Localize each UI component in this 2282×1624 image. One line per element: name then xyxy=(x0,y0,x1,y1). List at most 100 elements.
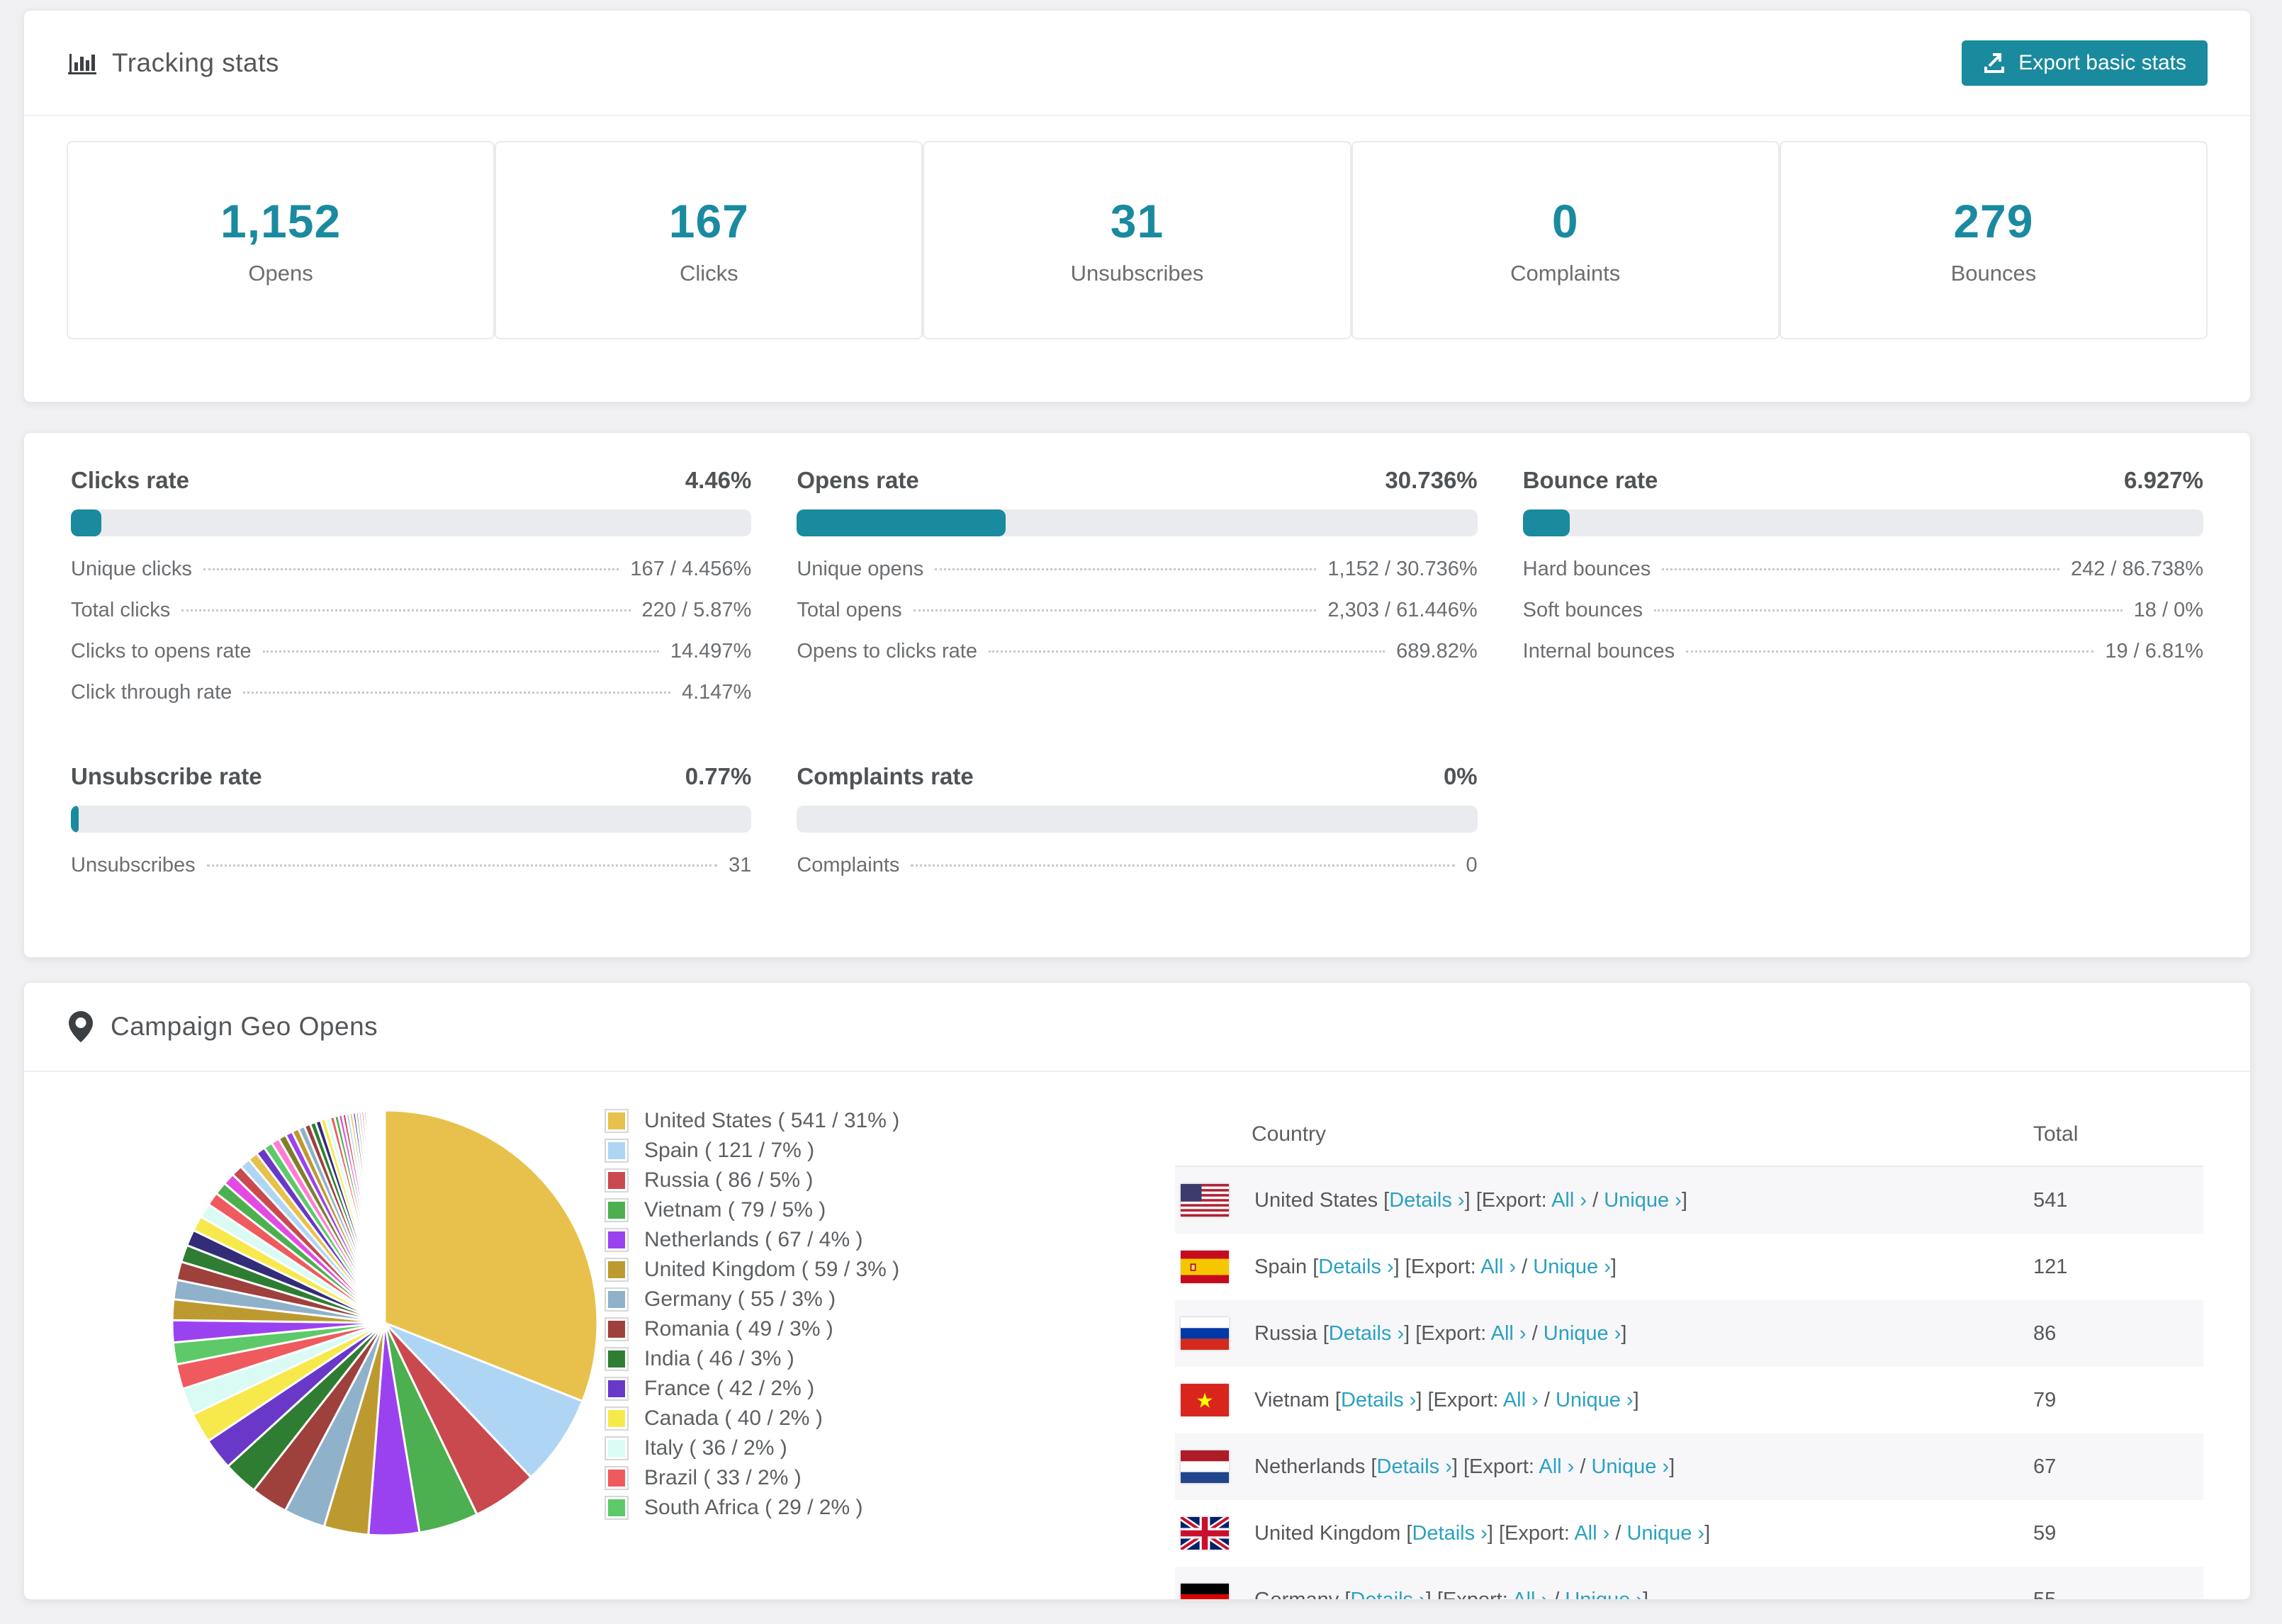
progress-fill xyxy=(71,509,101,536)
rate-block: Bounce rate 6.927% Hard bounces 242 / 86.73… xyxy=(1522,467,2203,722)
details-link[interactable]: Details › xyxy=(1376,1455,1452,1478)
metric-value: 220 / 5.87% xyxy=(641,599,752,621)
metric-label: Soft bounces xyxy=(1522,599,1643,621)
pie-slice[interactable] xyxy=(383,1321,584,1479)
export-unique-link[interactable]: Unique › xyxy=(1591,1455,1670,1478)
total-header-cell: Total xyxy=(2033,1122,2079,1146)
total-cell: 121 xyxy=(2033,1255,2068,1278)
legend-swatch xyxy=(605,1436,629,1460)
metric-row: Unsubscribes 31 xyxy=(71,854,751,895)
export-basic-stats-button[interactable]: Export basic stats xyxy=(1962,40,2208,86)
country-name: Netherlands [Details ›] [Export: All › /… xyxy=(1254,1455,1675,1478)
legend-item: United States ( 541 / 31% ) xyxy=(605,1106,1058,1136)
dotted-leader xyxy=(243,692,670,694)
geo-pie-chart[interactable] xyxy=(165,1103,605,1543)
metric-value: 0 xyxy=(1466,854,1478,876)
legend-item: France ( 42 / 2% ) xyxy=(605,1374,1058,1404)
dotted-leader xyxy=(1686,650,2094,653)
metric-value: 31 xyxy=(729,854,752,876)
details-link[interactable]: Details › xyxy=(1328,1321,1405,1345)
stats-row: 1,152 Opens 167 Clicks 31 Unsubscribes 0 Compla… xyxy=(67,141,2208,339)
total-cell: 59 xyxy=(2033,1521,2057,1545)
rate-title: Unsubscribe rate xyxy=(71,763,262,789)
metric-value: 18 / 0% xyxy=(2133,599,2203,621)
legend-item: Romania ( 49 / 3% ) xyxy=(605,1314,1058,1344)
country-flag-us xyxy=(1181,1184,1254,1217)
geo-opens-header: Campaign Geo Opens xyxy=(24,983,2250,1072)
metric-value: 1,152 / 30.736% xyxy=(1327,558,1478,580)
table-row: Germany [Details ›] [Export: All › / Uni… xyxy=(1175,1567,2203,1600)
legend-label: Brazil ( 33 / 2% ) xyxy=(644,1466,802,1489)
export-all-link[interactable]: All › xyxy=(1551,1188,1587,1212)
stat-label: Opens xyxy=(248,261,313,286)
details-link[interactable]: Details › xyxy=(1318,1255,1394,1278)
pie-slice[interactable] xyxy=(382,1109,386,1324)
country-cell: United Kingdom [Details ›] [Export: All … xyxy=(1175,1517,2033,1550)
stat-box: 279 Bounces xyxy=(1779,141,2208,339)
legend-label: Romania ( 49 / 3% ) xyxy=(644,1317,833,1341)
export-unique-link[interactable]: Unique › xyxy=(1543,1321,1621,1345)
metric-value: 2,303 / 61.446% xyxy=(1327,599,1478,621)
export-all-link[interactable]: All › xyxy=(1512,1588,1548,1600)
rates-card: Clicks rate 4.46% Unique clicks 167 / 4.456… xyxy=(23,432,2251,958)
export-all-link[interactable]: All › xyxy=(1490,1321,1527,1345)
geo-opens-title: Campaign Geo Opens xyxy=(111,1012,378,1041)
country-cell: Russia [Details ›] [Export: All › / Uniq… xyxy=(1175,1317,2033,1350)
export-unique-link[interactable]: Unique › xyxy=(1604,1188,1682,1212)
details-link[interactable]: Details › xyxy=(1389,1188,1465,1212)
rate-value: 6.927% xyxy=(2124,467,2203,493)
legend-item: Canada ( 40 / 2% ) xyxy=(605,1404,1058,1433)
export-unique-link[interactable]: Unique › xyxy=(1565,1588,1643,1600)
legend-swatch xyxy=(605,1139,629,1163)
export-unique-link[interactable]: Unique › xyxy=(1626,1521,1705,1545)
stat-box: 1,152 Opens xyxy=(67,141,495,339)
country-cell: Spain [Details ›] [Export: All › / Uniqu… xyxy=(1175,1251,2033,1283)
metric-row: Unique opens 1,152 / 30.736% xyxy=(797,558,1477,599)
metric-rows: Hard bounces 242 / 86.738% Soft bounces 18 … xyxy=(1523,558,2203,681)
metric-value: 167 / 4.456% xyxy=(630,558,752,580)
stat-label: Unsubscribes xyxy=(1070,261,1204,286)
legend-label: Germany ( 55 / 3% ) xyxy=(644,1287,836,1311)
metric-label: Hard bounces xyxy=(1522,558,1651,580)
export-all-link[interactable]: All › xyxy=(1539,1455,1575,1478)
rate-title: Bounce rate xyxy=(1522,467,1658,493)
stat-label: Clicks xyxy=(679,261,738,286)
rate-head: Clicks rate 4.46% xyxy=(71,467,751,494)
details-link[interactable]: Details › xyxy=(1412,1521,1488,1545)
metric-rows: Unsubscribes 31 xyxy=(71,854,751,895)
pie-slice[interactable] xyxy=(383,1109,599,1402)
metric-row: Total clicks 220 / 5.87% xyxy=(71,599,751,640)
export-unique-link[interactable]: Unique › xyxy=(1555,1388,1634,1411)
dotted-leader xyxy=(1653,609,2123,611)
details-link[interactable]: Details › xyxy=(1350,1588,1426,1600)
export-all-link[interactable]: All › xyxy=(1502,1388,1539,1411)
metric-label: Unique clicks xyxy=(71,558,192,580)
rate-value: 0% xyxy=(1443,763,1478,789)
metric-label: Unsubscribes xyxy=(71,854,196,876)
legend-swatch xyxy=(605,1347,629,1371)
metric-label: Total opens xyxy=(797,599,902,621)
export-all-link[interactable]: All › xyxy=(1574,1521,1610,1545)
total-cell: 86 xyxy=(2033,1321,2057,1345)
legend-swatch xyxy=(605,1228,629,1252)
table-row: Vietnam [Details ›] [Export: All › / Uni… xyxy=(1175,1367,2203,1433)
legend-item: Italy ( 36 / 2% ) xyxy=(605,1433,1058,1463)
geo-table: Country Total United States [Details ›] … xyxy=(1175,1103,2203,1600)
table-body: United States [Details ›] [Export: All ›… xyxy=(1175,1167,2203,1600)
stat-label: Bounces xyxy=(1950,261,2037,286)
rate-block: Opens rate 30.736% Unique opens 1,152 / 30.… xyxy=(797,467,1478,722)
export-all-link[interactable]: All › xyxy=(1480,1255,1517,1278)
metric-row: Clicks to opens rate 14.497% xyxy=(71,640,751,681)
table-row: United States [Details ›] [Export: All ›… xyxy=(1175,1167,2203,1234)
legend-label: Russia ( 86 / 5% ) xyxy=(644,1168,814,1192)
country-header-cell: Country xyxy=(1252,1122,1327,1146)
legend-item: Vietnam ( 79 / 5% ) xyxy=(605,1195,1058,1225)
country-name: Germany [Details ›] [Export: All › / Uni… xyxy=(1254,1588,1648,1600)
export-button-label: Export basic stats xyxy=(2018,50,2186,74)
details-link[interactable]: Details › xyxy=(1340,1388,1417,1411)
dotted-leader xyxy=(1662,568,2059,570)
export-unique-link[interactable]: Unique › xyxy=(1533,1255,1611,1278)
total-cell: 55 xyxy=(2033,1588,2057,1600)
legend-item: Germany ( 55 / 3% ) xyxy=(605,1285,1058,1314)
